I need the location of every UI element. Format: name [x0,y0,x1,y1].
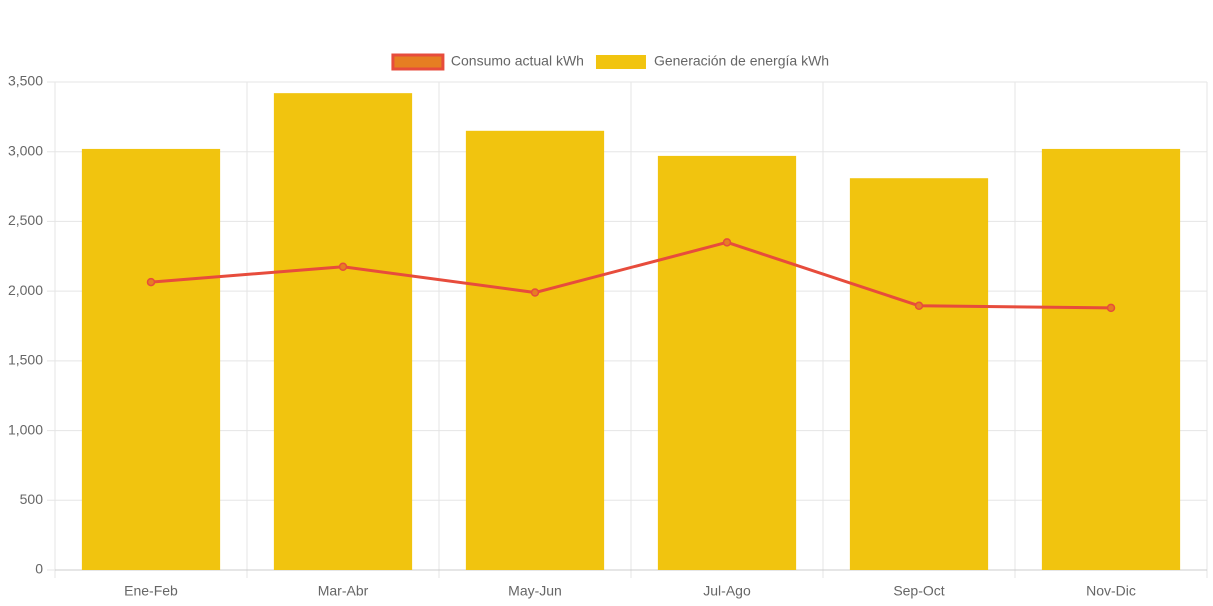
bar [273,93,413,570]
legend-label: Generación de energía kWh [654,53,829,69]
x-tick-label: Ene-Feb [124,583,178,599]
y-tick-label: 500 [20,491,44,507]
bar [81,148,221,570]
y-tick-label: 3,000 [8,142,43,158]
y-tick-label: 3,500 [8,73,43,89]
x-tick-label: Nov-Dic [1086,583,1136,599]
bar [465,130,605,571]
x-tick-label: Jul-Ago [703,583,751,599]
y-tick-label: 2,500 [8,212,43,228]
x-tick-label: Mar-Abr [318,583,369,599]
point [146,277,156,287]
point [722,238,732,247]
legend-swatch [391,53,445,71]
bar [849,178,989,570]
legend-swatch [595,55,646,69]
point [1106,303,1116,313]
point [914,301,924,311]
point [530,288,540,297]
y-tick-label: 2,000 [8,282,43,298]
legend-label: Consumo actual kWh [451,53,584,69]
y-tick-label: 1,500 [8,352,43,368]
legend: Consumo actual kWh Generación de energía … [391,53,829,71]
grid [47,81,1208,578]
bar [657,155,797,570]
y-tick-label: 0 [35,561,43,577]
point [338,262,348,271]
bar [1041,148,1181,570]
x-tick-label: May-Jun [508,583,562,599]
y-tick-label: 1,000 [8,421,43,437]
line [150,240,1112,310]
x-tick-label: Sep-Oct [893,583,944,599]
